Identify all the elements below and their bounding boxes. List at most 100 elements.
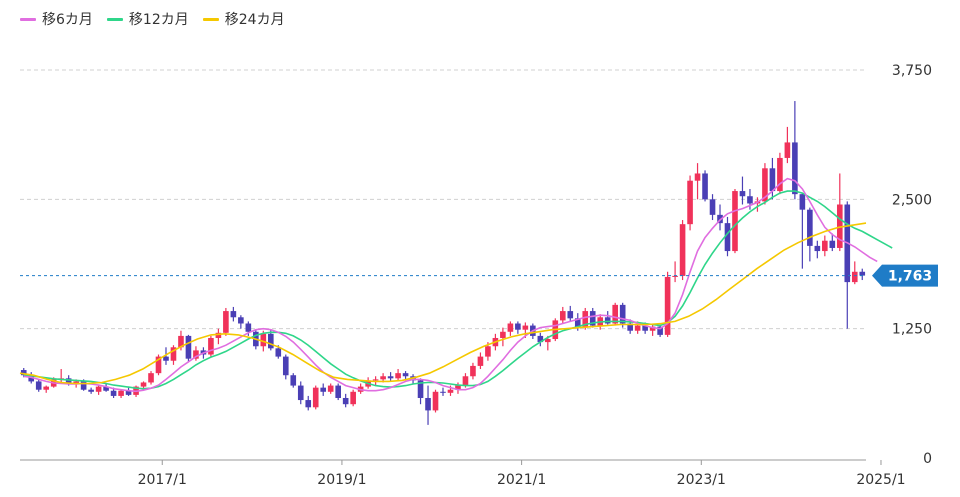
candle-body-112 — [859, 271, 866, 276]
candle-body-82 — [634, 325, 641, 331]
candle-body-109 — [836, 204, 843, 248]
candle-body-22 — [185, 335, 192, 359]
candle-body-38 — [305, 400, 312, 408]
candle-body-40 — [320, 387, 327, 392]
candle-body-81 — [627, 323, 633, 331]
candle-body-42 — [335, 385, 341, 398]
legend-swatch-ma24 — [202, 17, 219, 21]
candle-body-60 — [470, 365, 476, 377]
candle-body-105 — [807, 209, 813, 246]
candle-body-20 — [170, 347, 177, 361]
x-tick-label-2: 2021/1 — [497, 472, 546, 488]
candle-body-65 — [507, 323, 514, 332]
candles — [20, 101, 866, 425]
candle-body-17 — [148, 373, 154, 383]
ma24-line — [19, 222, 867, 385]
legend: 移6カ月 移12カ月 移24カ月 — [20, 9, 285, 29]
candle-body-54 — [425, 397, 431, 411]
ma6-line — [23, 177, 878, 393]
candle-body-28 — [230, 311, 237, 318]
candle-body-16 — [140, 382, 147, 387]
legend-label-ma12: 移12カ月 — [128, 12, 189, 28]
candle-body-0 — [20, 370, 27, 376]
last-price-line: 1,763 — [20, 264, 938, 287]
candle-body-67 — [522, 325, 529, 330]
candle-body-83 — [642, 325, 648, 331]
candle-body-87 — [672, 275, 678, 277]
candle-body-50 — [395, 373, 401, 379]
candle-body-21 — [178, 335, 184, 348]
candle-body-107 — [822, 240, 828, 252]
legend-swatch-ma6 — [20, 17, 36, 21]
candle-body-111 — [851, 271, 858, 283]
legend-swatch-ma12 — [106, 17, 123, 21]
candle-body-10 — [95, 386, 102, 392]
candle-body-43 — [342, 397, 349, 405]
candle-body-13 — [118, 390, 124, 396]
candle-body-79 — [612, 304, 619, 324]
candle-body-72 — [559, 311, 566, 321]
candle-body-70 — [545, 339, 551, 343]
candle-body-36 — [290, 375, 297, 386]
legend-item-ma24[interactable]: 移24カ月 — [202, 9, 285, 29]
candle-body-103 — [792, 142, 798, 195]
candle-body-91 — [702, 173, 708, 200]
candle-body-33 — [267, 333, 274, 349]
x-tick-label-1: 2019/1 — [317, 472, 366, 488]
candle-body-18 — [155, 356, 162, 374]
candle-body-78 — [604, 317, 611, 324]
candle-body-9 — [88, 389, 94, 392]
candle-body-61 — [477, 356, 484, 366]
candle-body-80 — [619, 304, 626, 324]
candle-body-55 — [432, 391, 439, 411]
candle-body-48 — [380, 376, 386, 380]
candle-body-7 — [73, 381, 79, 384]
candle-body-14 — [125, 390, 132, 395]
candle-body-8 — [80, 381, 87, 390]
x-tick-label-4: 2025/1 — [856, 472, 905, 488]
candle-body-37 — [297, 385, 304, 401]
grid-lines — [20, 69, 866, 330]
candle-body-89 — [687, 180, 693, 225]
candle-body-12 — [110, 390, 117, 396]
candle-body-100 — [769, 168, 776, 192]
legend-item-ma6[interactable]: 移6カ月 — [20, 9, 93, 29]
candle-body-53 — [417, 380, 424, 398]
candle-body-41 — [327, 385, 334, 392]
candle-body-25 — [208, 337, 214, 355]
candle-body-86 — [664, 276, 671, 335]
candle-body-101 — [777, 157, 783, 192]
legend-item-ma12[interactable]: 移12カ月 — [106, 9, 189, 29]
candle-body-49 — [387, 376, 394, 379]
candle-body-27 — [223, 311, 229, 333]
last-price-label: 1,763 — [888, 269, 932, 285]
candle-body-3 — [43, 386, 50, 390]
candle-body-66 — [515, 323, 521, 330]
candle-body-64 — [500, 331, 506, 338]
candle-body-23 — [193, 350, 199, 359]
legend-label-ma6: 移6カ月 — [42, 12, 93, 28]
candle-body-34 — [275, 348, 282, 357]
candle-body-95 — [732, 191, 738, 252]
candle-body-29 — [238, 317, 244, 324]
candle-body-51 — [402, 373, 409, 377]
candle-body-39 — [312, 387, 319, 408]
candle-body-90 — [694, 173, 701, 181]
x-tick-label-3: 2023/1 — [677, 472, 726, 488]
candle-body-75 — [582, 311, 589, 328]
candle-body-69 — [537, 335, 544, 343]
candle-body-11 — [103, 386, 109, 391]
legend-label-ma24: 移24カ月 — [224, 12, 285, 28]
ma12-line — [23, 190, 893, 390]
candle-body-6 — [65, 378, 72, 384]
candle-body-19 — [163, 356, 169, 361]
moving-average-lines — [19, 177, 893, 393]
candle-body-108 — [829, 240, 836, 248]
candle-body-94 — [724, 223, 731, 252]
candle-body-57 — [447, 389, 454, 393]
candle-body-88 — [679, 224, 686, 276]
candle-body-76 — [589, 311, 596, 326]
candle-body-56 — [440, 391, 446, 393]
candle-body-58 — [455, 385, 461, 390]
